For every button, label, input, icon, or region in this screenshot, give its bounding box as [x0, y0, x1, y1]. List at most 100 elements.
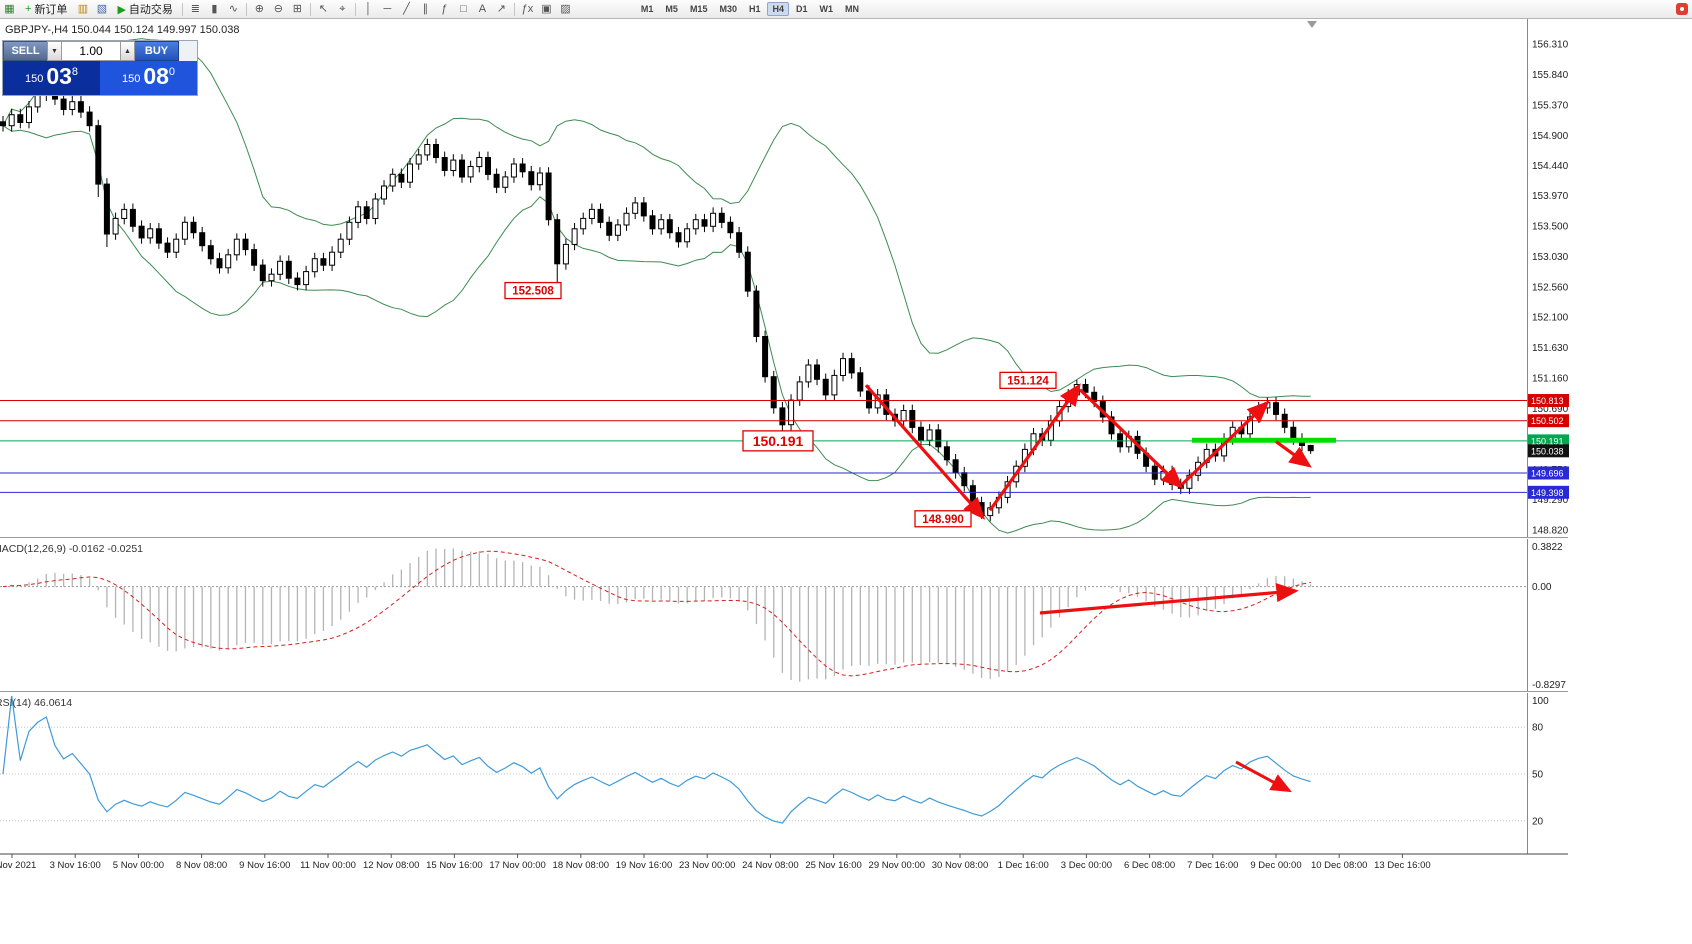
rsi-axis-label: 20: [1532, 816, 1544, 827]
volume-decrease-button[interactable]: ▼: [47, 41, 62, 61]
horizontal-line-icon: ─: [383, 2, 392, 15]
line-chart-icon[interactable]: ∿: [225, 1, 242, 17]
price-axis-tick-label: 148.820: [1532, 525, 1569, 536]
trend-arrow[interactable]: [988, 383, 1081, 512]
timeframe-m1-button[interactable]: M1: [636, 2, 659, 16]
time-axis-label: 3 Nov 16:00: [50, 860, 101, 871]
vertical-line-icon[interactable]: │: [360, 1, 377, 17]
toolbar-separator: [309, 2, 311, 16]
metaquotes-logo-icon[interactable]: [1676, 3, 1688, 15]
navigator-icon: ▧: [96, 2, 108, 15]
vertical-line-icon: │: [364, 2, 372, 15]
price-axis-tick-label: 151.630: [1532, 343, 1569, 354]
price-axis[interactable]: [1528, 18, 1692, 854]
shapes-icon[interactable]: □: [455, 1, 472, 17]
macd-indicator-label: MACD(12,26,9) -0.0162 -0.0251: [0, 543, 143, 555]
timeframe-w1-button[interactable]: W1: [815, 2, 839, 16]
zoom-out-icon[interactable]: ⊖: [270, 1, 287, 17]
autotrading-button[interactable]: ▶ 自动交易: [113, 1, 176, 17]
market-watch-icon[interactable]: ▥: [74, 1, 91, 17]
indicators-icon[interactable]: ƒx: [519, 1, 536, 17]
price-annotation-box[interactable]: [504, 281, 562, 300]
periods-icon[interactable]: ▣: [538, 1, 555, 17]
tile-windows-icon[interactable]: ⊞: [289, 1, 306, 17]
price-axis-badge: [1528, 444, 1569, 458]
candlestick-chart-icon[interactable]: ▮: [206, 1, 223, 17]
new-order-button[interactable]: + 新订单: [21, 1, 71, 17]
trend-arrow[interactable]: [864, 384, 986, 520]
zoom-in-icon: ⊕: [254, 2, 265, 15]
templates-icon[interactable]: ▨: [557, 1, 574, 17]
sell-button[interactable]: SELL: [3, 41, 47, 61]
price-axis-badge-label: 150.813: [1531, 396, 1564, 406]
buy-price-display[interactable]: 150 08 0: [100, 61, 197, 95]
timeframe-d1-button[interactable]: D1: [791, 2, 813, 16]
equidistant-channel-icon[interactable]: ∥: [417, 1, 434, 17]
rsi-axis-label: 50: [1532, 770, 1544, 781]
time-axis-label: 7 Dec 16:00: [1187, 860, 1238, 871]
zoom-in-icon[interactable]: ⊕: [251, 1, 268, 17]
price-annotation-box[interactable]: [914, 510, 972, 528]
rsi-panel[interactable]: [0, 693, 1527, 854]
arrow-tool-icon[interactable]: ↗: [493, 1, 510, 17]
price-axis-tick-label: 152.560: [1532, 283, 1569, 294]
time-axis-label: 1 Dec 16:00: [998, 860, 1049, 871]
price-axis-badge-label: 150.502: [1531, 416, 1564, 426]
price-axis-tick-label: 150.690: [1532, 404, 1569, 415]
bollinger-upper-band: [2, 38, 1311, 398]
time-axis-label: 17 Nov 00:00: [489, 860, 546, 871]
time-axis-label: 6 Dec 08:00: [1124, 860, 1175, 871]
price-axis-badge-label: 149.398: [1531, 488, 1564, 498]
new-chart-icon[interactable]: ▦: [1, 1, 18, 17]
macd-trend-arrow[interactable]: [1039, 582, 1299, 615]
time-axis-label: 9 Nov 16:00: [239, 860, 290, 871]
sell-price-prefix: 150: [24, 73, 44, 85]
timeframe-m5-button[interactable]: M5: [660, 2, 683, 16]
bar-chart-icon[interactable]: ≣: [187, 1, 204, 17]
rsi-trend-arrow[interactable]: [1235, 760, 1292, 793]
horizontal-line-icon[interactable]: ─: [379, 1, 396, 17]
text-label-icon[interactable]: A: [474, 1, 491, 17]
chart-shift-marker-icon[interactable]: [1307, 21, 1317, 28]
time-axis-label: 30 Nov 08:00: [932, 860, 989, 871]
toolbar-separator: [245, 2, 247, 16]
timeframe-mn-button[interactable]: MN: [840, 2, 864, 16]
time-axis[interactable]: [0, 854, 1568, 872]
timeframe-h4-button[interactable]: H4: [767, 2, 789, 16]
trendline-icon[interactable]: ╱: [398, 1, 415, 17]
navigator-icon[interactable]: ▧: [93, 1, 110, 17]
buy-price-prefix: 150: [121, 73, 141, 85]
macd-axis-label: -0.8297: [1532, 680, 1566, 691]
time-axis-label: 9 Dec 00:00: [1250, 860, 1301, 871]
time-axis-label: 11 Nov 00:00: [300, 860, 356, 871]
cursor-icon[interactable]: ↖: [315, 1, 332, 17]
bollinger-lower-band: [2, 125, 1311, 534]
timeframe-m15-button[interactable]: M15: [685, 2, 713, 16]
timeframe-h1-button[interactable]: H1: [744, 2, 766, 16]
rsi-indicator-label: RSI(14) 46.0614: [0, 697, 72, 709]
price-annotation-box[interactable]: [999, 371, 1057, 390]
toolbar-separator: [513, 2, 515, 16]
macd-panel[interactable]: [0, 539, 1527, 691]
buy-button[interactable]: BUY: [135, 41, 179, 61]
fibonacci-icon[interactable]: ƒ: [436, 1, 453, 17]
sell-price-display[interactable]: 150 03 8: [3, 61, 100, 95]
volume-increase-button[interactable]: ▲: [120, 41, 135, 61]
time-axis-label: 8 Nov 08:00: [176, 860, 227, 871]
timeframe-m30-button[interactable]: M30: [714, 2, 742, 16]
main-chart-area[interactable]: [0, 18, 1527, 535]
macd-signal-line: [2, 550, 1311, 677]
price-axis-badge: [1528, 434, 1569, 448]
trend-arrow[interactable]: [1275, 440, 1312, 468]
volume-input[interactable]: [62, 41, 120, 61]
price-axis-badge: [1528, 466, 1569, 480]
zoom-out-icon: ⊖: [273, 2, 284, 15]
sell-price-big: 03: [46, 63, 72, 89]
crosshair-icon[interactable]: ⌖: [334, 1, 351, 17]
price-annotation-box[interactable]: [742, 430, 814, 452]
time-axis-label: 24 Nov 08:00: [742, 860, 799, 871]
new-chart-icon: ▦: [4, 2, 15, 15]
trend-arrow[interactable]: [1180, 400, 1270, 486]
trend-arrow[interactable]: [1078, 388, 1184, 490]
